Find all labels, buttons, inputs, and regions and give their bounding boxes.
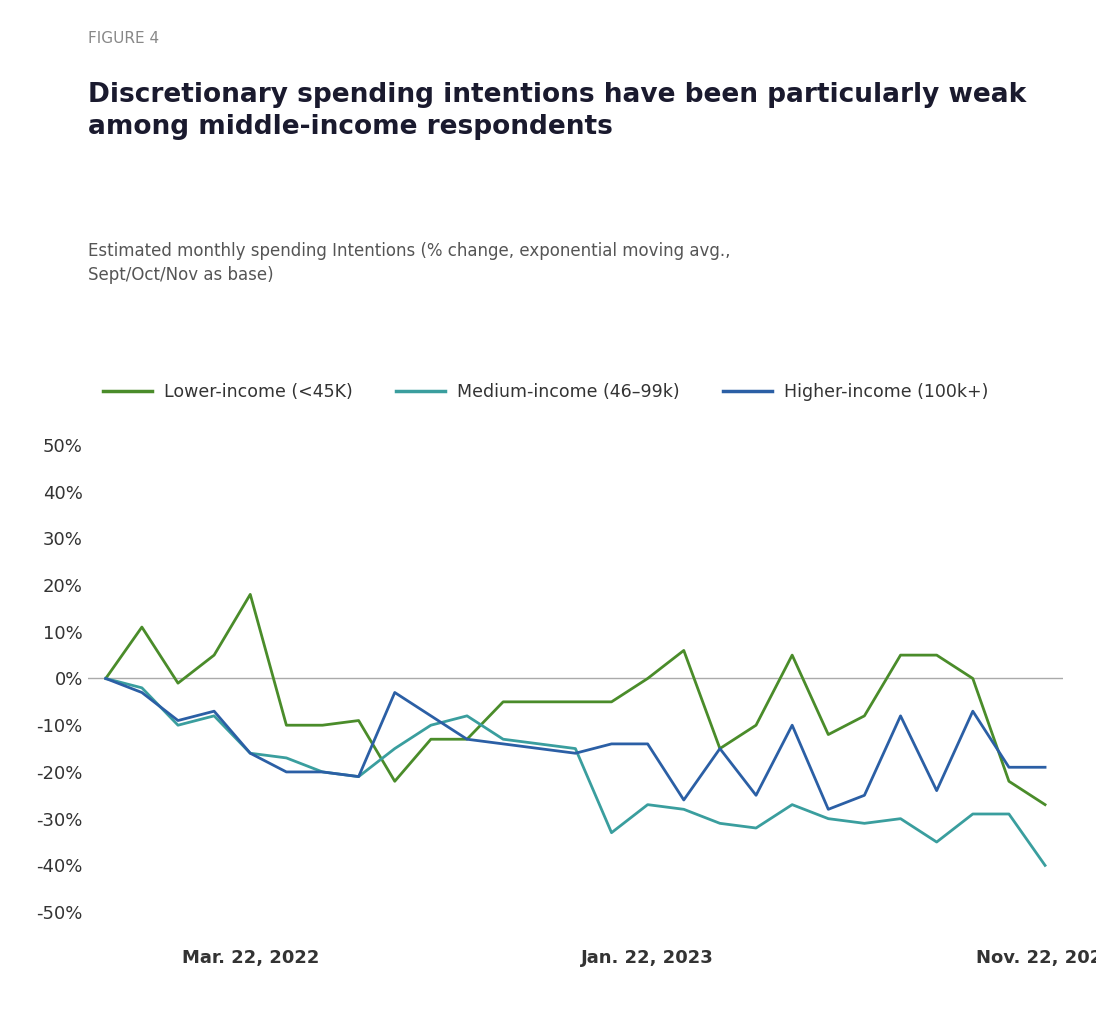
- Text: FIGURE 4: FIGURE 4: [88, 31, 159, 46]
- Text: Estimated monthly spending Intentions (% change, exponential moving avg.,
Sept/O: Estimated monthly spending Intentions (%…: [88, 242, 730, 284]
- Legend: Lower-income (<45K), Medium-income (46–99k), Higher-income (100k+): Lower-income (<45K), Medium-income (46–9…: [96, 376, 995, 408]
- Text: Discretionary spending intentions have been particularly weak
among middle-incom: Discretionary spending intentions have b…: [88, 82, 1026, 140]
